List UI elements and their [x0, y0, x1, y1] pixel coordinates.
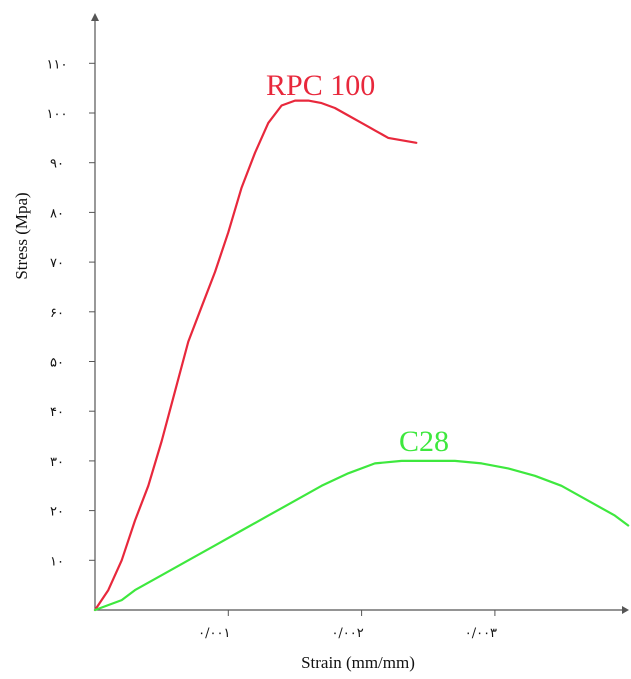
y-tick-label: ۸۰ [50, 206, 64, 221]
axes [91, 13, 629, 614]
y-axis-title: Stress (Mpa) [12, 192, 31, 279]
y-tick-label: ۱۰۰ [47, 107, 68, 122]
ticks: ۱۰ ۲۰ ۳۰ ۴۰ ۵۰ ۶۰ ۷۰ ۸۰ ۹۰ ۱۰۰ ۱۱۰ ۰/۰۰۱ ۰/۰۰۲ ۰/۰۰۳ [47, 57, 498, 641]
y-tick-label: ۷۰ [50, 256, 64, 271]
x-tick-label: ۰/۰۰۳ [465, 626, 497, 641]
series-label-rpc100: RPC 100 [266, 69, 375, 102]
y-tick-label: ۹۰ [50, 157, 64, 172]
y-tick-label: ۲۰ [50, 505, 64, 520]
series-line-rpc100 [93, 99, 418, 612]
y-tick-label: ۴۰ [50, 405, 64, 420]
y-tick-label: ۶۰ [50, 306, 64, 321]
y-tick-label: ۱۱۰ [47, 57, 68, 72]
series-label-c28: C28 [399, 425, 449, 458]
y-axis-arrow [91, 13, 99, 21]
x-axis-title: Strain (mm/mm) [301, 653, 415, 672]
x-axis-arrow [622, 606, 629, 614]
series-line-c28 [93, 459, 630, 612]
y-tick-label: ۱۰ [50, 554, 64, 569]
y-tick-label: ۵۰ [50, 356, 64, 371]
series-lines [93, 99, 630, 612]
x-tick-label: ۰/۰۰۲ [331, 626, 363, 641]
x-tick-label: ۰/۰۰۱ [198, 626, 230, 641]
y-tick-label: ۳۰ [50, 455, 64, 470]
